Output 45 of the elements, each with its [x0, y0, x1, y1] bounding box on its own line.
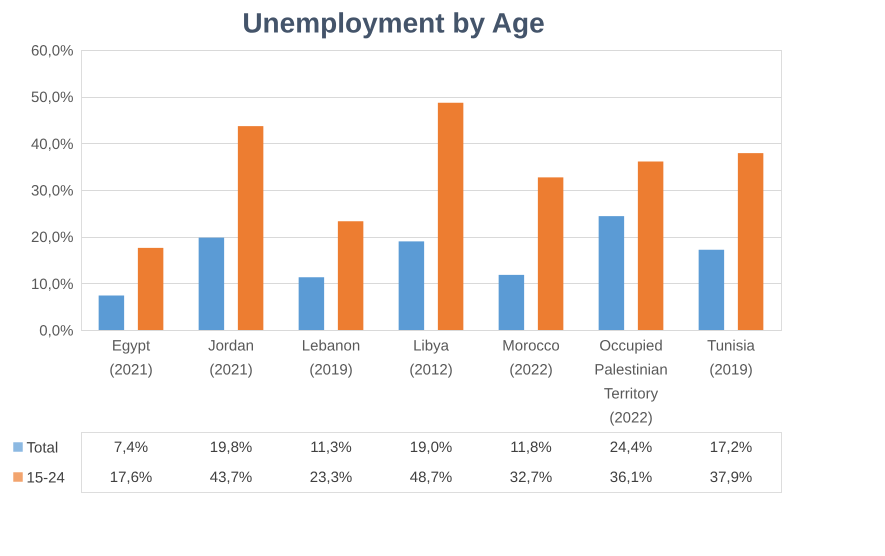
y-tick-label: 10,0%	[30, 276, 74, 293]
x-tick-label: Lebanon (2019)	[302, 338, 360, 378]
data-label: 17,2%	[710, 439, 752, 456]
x-tick-label: Tunisia (2019)	[707, 338, 756, 378]
bar	[298, 277, 324, 330]
bar	[498, 274, 524, 330]
data-label: 43,7%	[210, 469, 252, 486]
y-tick-label: 60,0%	[30, 42, 74, 60]
data-label: 11,8%	[510, 439, 552, 456]
y-tick-label: 20,0%	[30, 229, 74, 246]
x-tick-label: Egypt (2021)	[109, 338, 153, 378]
bar	[98, 295, 124, 330]
bar	[698, 250, 724, 330]
bar	[638, 162, 664, 330]
data-label: 7,4%	[114, 439, 148, 456]
data-label: 36,1%	[610, 469, 652, 486]
y-tick-label: 40,0%	[30, 136, 74, 153]
y-tick-label: 50,0%	[30, 89, 74, 106]
data-label: 37,9%	[710, 469, 752, 486]
data-label: 19,0%	[410, 439, 452, 456]
x-tick-label: Occupied Palestinian Territory (2022)	[594, 338, 668, 426]
bar	[738, 153, 764, 330]
x-tick-label: Jordan (2021)	[208, 338, 254, 378]
y-tick-label: 0,0%	[39, 322, 74, 340]
x-tick-label: Libya (2012)	[409, 338, 453, 378]
legend-label: Total	[26, 440, 58, 456]
bar	[398, 241, 424, 330]
data-label: 23,3%	[310, 469, 352, 486]
data-label: 17,6%	[110, 469, 152, 486]
bar	[538, 177, 564, 330]
data-label: 19,8%	[210, 439, 252, 456]
bar	[598, 216, 624, 330]
y-tick-label: 30,0%	[30, 182, 74, 200]
bar	[138, 248, 164, 330]
bar	[438, 102, 464, 330]
x-tick-label: Morocco (2022)	[502, 338, 560, 378]
legend-label: 15-24	[26, 470, 65, 486]
bar	[198, 238, 224, 330]
chart-title: Unemployment by Age	[242, 8, 545, 38]
data-label: 32,7%	[510, 469, 552, 486]
data-label: 24,4%	[610, 439, 652, 456]
bar	[338, 221, 364, 330]
bar	[238, 126, 264, 330]
data-label: 48,7%	[410, 469, 452, 486]
data-label: 11,3%	[310, 439, 352, 456]
